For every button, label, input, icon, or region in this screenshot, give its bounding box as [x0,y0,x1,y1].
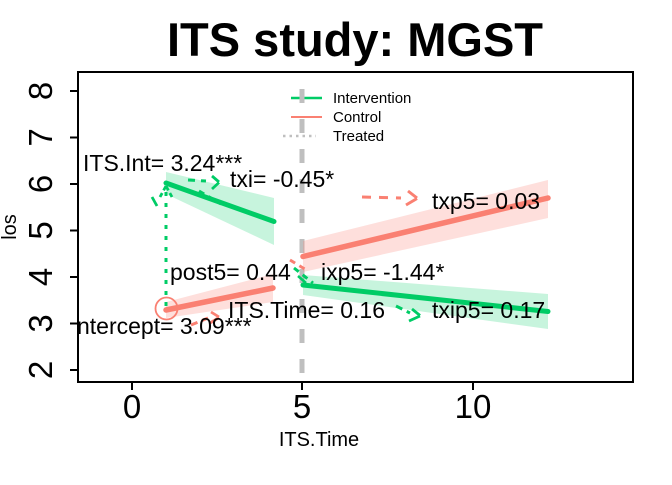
annotation-its-time: ITS.Time= 0.16 [228,297,385,323]
intercept-circle [154,296,179,321]
jump-arrowhead-right [164,185,174,198]
x-tick-5: 5 [293,388,311,425]
x-tick-0: 0 [123,388,141,425]
y-tick-5: 5 [22,221,59,239]
line-control-pre [163,285,276,313]
y-tick-7: 7 [22,128,59,146]
x-axis-label: ITS.Time [279,429,359,451]
axis-ticks [70,90,474,390]
annotation-its-int: ITS.Int= 3.24*** [83,150,242,176]
annotation-intercept: ntercept= 3.09*** [77,313,252,339]
line-control-post [300,195,551,260]
plot-title: ITS study: MGST [167,13,543,66]
x-tick-10: 10 [455,388,492,425]
line-intervention-post [300,282,551,314]
annotation-post5: post5= 0.44 [170,259,291,285]
y-axis-label: los [0,214,21,240]
jump-arrowhead-left [158,185,168,198]
plot-box [77,71,634,383]
y-tick-3: 3 [22,314,59,332]
mini-arrows [187,174,421,327]
annotation-txi: txi= -0.45* [230,166,334,192]
y-tick-6: 6 [22,175,59,193]
y-tick-8: 8 [22,82,59,100]
annotation-txip5: txip5= 0.17 [432,297,545,323]
y-tick-4: 4 [22,268,59,286]
y-tick-2: 2 [22,361,59,379]
jump-arrowhead-extra-dash [150,196,159,207]
annotation-txp5: txp5= 0.03 [432,188,540,214]
annotation-ixp5: ixp5= -1.44* [321,259,444,285]
band-intervention-post [303,275,548,329]
legend-label-control: Control [333,109,381,126]
legend-label-treated: Treated [333,128,384,145]
legend-label-intervention: Intervention [333,90,411,107]
